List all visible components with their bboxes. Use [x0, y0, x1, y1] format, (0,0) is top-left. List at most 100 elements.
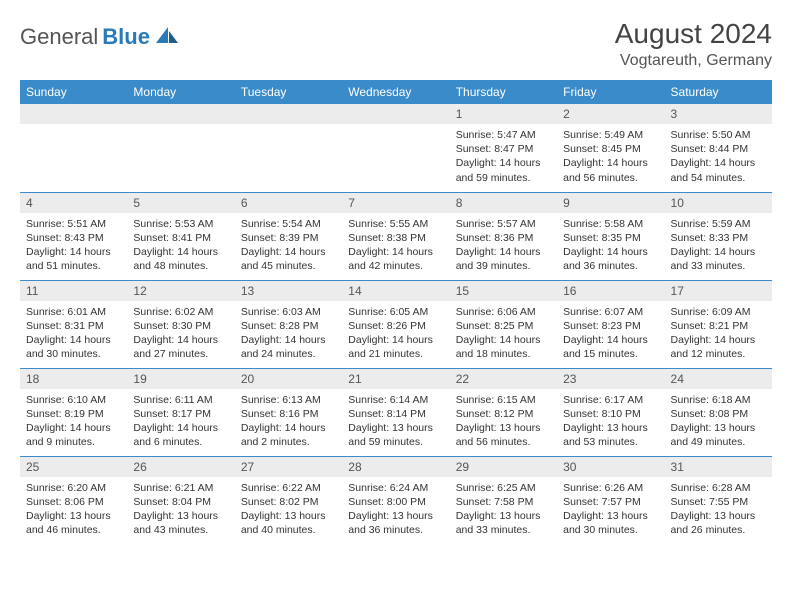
- sunset-text: Sunset: 8:12 PM: [456, 407, 551, 421]
- daylight-text: Daylight: 14 hours and 45 minutes.: [241, 245, 336, 273]
- day-number: 2: [557, 104, 664, 124]
- sunrise-text: Sunrise: 6:28 AM: [671, 481, 766, 495]
- day-info: Sunrise: 6:24 AMSunset: 8:00 PMDaylight:…: [342, 477, 449, 540]
- page-header: GeneralBlue August 2024 Vogtareuth, Germ…: [20, 18, 772, 70]
- day-info: Sunrise: 5:53 AMSunset: 8:41 PMDaylight:…: [127, 213, 234, 276]
- day-info: Sunrise: 6:02 AMSunset: 8:30 PMDaylight:…: [127, 301, 234, 364]
- day-info: Sunrise: 5:59 AMSunset: 8:33 PMDaylight:…: [665, 213, 772, 276]
- calendar-day-cell: 16Sunrise: 6:07 AMSunset: 8:23 PMDayligh…: [557, 280, 664, 368]
- daylight-text: Daylight: 13 hours and 33 minutes.: [456, 509, 551, 537]
- sunset-text: Sunset: 8:26 PM: [348, 319, 443, 333]
- sunrise-text: Sunrise: 6:25 AM: [456, 481, 551, 495]
- logo-text-general: General: [20, 24, 98, 50]
- day-number: 25: [20, 457, 127, 477]
- calendar-week-row: 25Sunrise: 6:20 AMSunset: 8:06 PMDayligh…: [20, 456, 772, 544]
- sunrise-text: Sunrise: 6:07 AM: [563, 305, 658, 319]
- sunrise-text: Sunrise: 5:54 AM: [241, 217, 336, 231]
- day-number: 29: [450, 457, 557, 477]
- sunrise-text: Sunrise: 5:50 AM: [671, 128, 766, 142]
- daylight-text: Daylight: 14 hours and 48 minutes.: [133, 245, 228, 273]
- day-number: 1: [450, 104, 557, 124]
- day-number: 3: [665, 104, 772, 124]
- day-info: Sunrise: 6:18 AMSunset: 8:08 PMDaylight:…: [665, 389, 772, 452]
- day-number: 8: [450, 193, 557, 213]
- calendar-day-cell: 19Sunrise: 6:11 AMSunset: 8:17 PMDayligh…: [127, 368, 234, 456]
- calendar-day-cell: 4Sunrise: 5:51 AMSunset: 8:43 PMDaylight…: [20, 192, 127, 280]
- sunset-text: Sunset: 8:02 PM: [241, 495, 336, 509]
- sunrise-text: Sunrise: 6:09 AM: [671, 305, 766, 319]
- sunrise-text: Sunrise: 5:49 AM: [563, 128, 658, 142]
- sunrise-text: Sunrise: 6:02 AM: [133, 305, 228, 319]
- day-number: 7: [342, 193, 449, 213]
- calendar-day-cell: 31Sunrise: 6:28 AMSunset: 7:55 PMDayligh…: [665, 456, 772, 544]
- sunrise-text: Sunrise: 6:26 AM: [563, 481, 658, 495]
- sunset-text: Sunset: 7:58 PM: [456, 495, 551, 509]
- calendar-day-cell: 3Sunrise: 5:50 AMSunset: 8:44 PMDaylight…: [665, 104, 772, 192]
- day-number: [20, 104, 127, 124]
- sunset-text: Sunset: 8:39 PM: [241, 231, 336, 245]
- sunset-text: Sunset: 8:23 PM: [563, 319, 658, 333]
- calendar-body: 1Sunrise: 5:47 AMSunset: 8:47 PMDaylight…: [20, 104, 772, 544]
- sunset-text: Sunset: 8:16 PM: [241, 407, 336, 421]
- day-info: Sunrise: 6:09 AMSunset: 8:21 PMDaylight:…: [665, 301, 772, 364]
- day-info: Sunrise: 6:01 AMSunset: 8:31 PMDaylight:…: [20, 301, 127, 364]
- daylight-text: Daylight: 13 hours and 46 minutes.: [26, 509, 121, 537]
- location-label: Vogtareuth, Germany: [615, 52, 772, 70]
- day-info: [342, 124, 449, 174]
- sunset-text: Sunset: 8:33 PM: [671, 231, 766, 245]
- sunset-text: Sunset: 8:25 PM: [456, 319, 551, 333]
- day-number: 17: [665, 281, 772, 301]
- day-number: 13: [235, 281, 342, 301]
- sunset-text: Sunset: 8:41 PM: [133, 231, 228, 245]
- day-number: 22: [450, 369, 557, 389]
- day-info: Sunrise: 6:25 AMSunset: 7:58 PMDaylight:…: [450, 477, 557, 540]
- calendar-day-cell: [20, 104, 127, 192]
- daylight-text: Daylight: 14 hours and 42 minutes.: [348, 245, 443, 273]
- day-info: Sunrise: 5:57 AMSunset: 8:36 PMDaylight:…: [450, 213, 557, 276]
- day-info: Sunrise: 5:55 AMSunset: 8:38 PMDaylight:…: [342, 213, 449, 276]
- sunset-text: Sunset: 8:04 PM: [133, 495, 228, 509]
- sunset-text: Sunset: 8:21 PM: [671, 319, 766, 333]
- day-number: 26: [127, 457, 234, 477]
- calendar-day-cell: [235, 104, 342, 192]
- sunrise-text: Sunrise: 5:57 AM: [456, 217, 551, 231]
- sunset-text: Sunset: 8:31 PM: [26, 319, 121, 333]
- weekday-header: Monday: [127, 80, 234, 104]
- daylight-text: Daylight: 14 hours and 33 minutes.: [671, 245, 766, 273]
- weekday-header: Sunday: [20, 80, 127, 104]
- sunset-text: Sunset: 8:10 PM: [563, 407, 658, 421]
- calendar-week-row: 1Sunrise: 5:47 AMSunset: 8:47 PMDaylight…: [20, 104, 772, 192]
- daylight-text: Daylight: 14 hours and 59 minutes.: [456, 156, 551, 184]
- weekday-header: Friday: [557, 80, 664, 104]
- day-number: 6: [235, 193, 342, 213]
- day-info: Sunrise: 6:05 AMSunset: 8:26 PMDaylight:…: [342, 301, 449, 364]
- calendar-day-cell: 14Sunrise: 6:05 AMSunset: 8:26 PMDayligh…: [342, 280, 449, 368]
- calendar-day-cell: 12Sunrise: 6:02 AMSunset: 8:30 PMDayligh…: [127, 280, 234, 368]
- calendar-day-cell: 6 Sunrise: 5:54 AMSunset: 8:39 PMDaylight…: [235, 192, 342, 280]
- calendar-table: SundayMondayTuesdayWednesdayThursdayFrid…: [20, 80, 772, 544]
- daylight-text: Daylight: 14 hours and 39 minutes.: [456, 245, 551, 273]
- daylight-text: Daylight: 14 hours and 54 minutes.: [671, 156, 766, 184]
- daylight-text: Daylight: 14 hours and 2 minutes.: [241, 421, 336, 449]
- weekday-header: Tuesday: [235, 80, 342, 104]
- calendar-day-cell: 8Sunrise: 5:57 AMSunset: 8:36 PMDaylight…: [450, 192, 557, 280]
- day-info: Sunrise: 5:51 AMSunset: 8:43 PMDaylight:…: [20, 213, 127, 276]
- daylight-text: Daylight: 14 hours and 51 minutes.: [26, 245, 121, 273]
- calendar-day-cell: 20Sunrise: 6:13 AMSunset: 8:16 PMDayligh…: [235, 368, 342, 456]
- day-info: Sunrise: 6:17 AMSunset: 8:10 PMDaylight:…: [557, 389, 664, 452]
- day-info: Sunrise: 5:50 AMSunset: 8:44 PMDaylight:…: [665, 124, 772, 187]
- sunset-text: Sunset: 8:17 PM: [133, 407, 228, 421]
- day-info: Sunrise: 6:03 AMSunset: 8:28 PMDaylight:…: [235, 301, 342, 364]
- weekday-header: Wednesday: [342, 80, 449, 104]
- sunrise-text: Sunrise: 5:59 AM: [671, 217, 766, 231]
- daylight-text: Daylight: 13 hours and 53 minutes.: [563, 421, 658, 449]
- day-info: Sunrise: 6:15 AMSunset: 8:12 PMDaylight:…: [450, 389, 557, 452]
- calendar-day-cell: 22Sunrise: 6:15 AMSunset: 8:12 PMDayligh…: [450, 368, 557, 456]
- sunrise-text: Sunrise: 5:53 AM: [133, 217, 228, 231]
- day-info: [127, 124, 234, 174]
- daylight-text: Daylight: 14 hours and 24 minutes.: [241, 333, 336, 361]
- day-number: 21: [342, 369, 449, 389]
- day-info: Sunrise: 5:58 AMSunset: 8:35 PMDaylight:…: [557, 213, 664, 276]
- day-number: 9: [557, 193, 664, 213]
- day-info: Sunrise: 6:20 AMSunset: 8:06 PMDaylight:…: [20, 477, 127, 540]
